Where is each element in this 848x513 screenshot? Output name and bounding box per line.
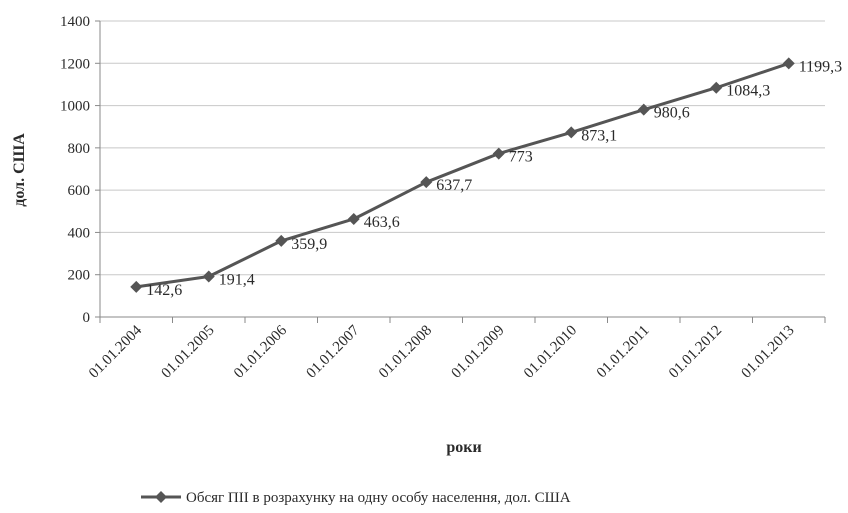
data-point-marker	[565, 126, 578, 139]
x-tick-label: 01.01.2004	[86, 322, 145, 381]
x-tick-label: 01.01.2010	[521, 323, 580, 382]
legend-label: Обсяг ПІІ в розрахунку на одну особу нас…	[186, 490, 571, 506]
data-label: 873,1	[581, 127, 617, 144]
x-tick-label: 01.01.2007	[304, 322, 363, 381]
x-tick-labels: 01.01.2004 01.01.2005 01.01.2006 01.01.2007…	[86, 322, 798, 381]
data-label: 773	[509, 149, 533, 166]
legend: Обсяг ПІІ в розрахунку на одну особу нас…	[141, 490, 571, 506]
data-point-marker	[637, 103, 650, 116]
x-tick-label: 01.01.2009	[449, 323, 508, 382]
data-point-marker	[347, 212, 360, 225]
x-tick-label: 01.01.2012	[666, 323, 725, 382]
data-label: 191,4	[219, 272, 255, 289]
data-label: 359,9	[291, 236, 327, 253]
x-axis-title: роки	[446, 439, 481, 456]
data-label: 1084,3	[726, 83, 770, 100]
y-tick-label: 0	[83, 310, 91, 326]
data-label: 1199,3	[799, 58, 842, 75]
series-markers	[130, 57, 795, 293]
x-tick-label: 01.01.2013	[739, 323, 798, 382]
data-point-marker	[420, 176, 433, 189]
data-point-marker	[710, 81, 723, 94]
gridlines	[100, 20, 825, 276]
x-tick-label: 01.01.2005	[159, 323, 218, 382]
data-point-marker	[202, 270, 215, 283]
y-axis-title: дол. США	[11, 133, 28, 207]
data-point-marker	[782, 57, 795, 70]
series-line-path	[136, 62, 790, 289]
y-tick-label: 200	[68, 268, 91, 284]
legend-diamond-icon	[155, 491, 167, 503]
y-tick-label: 1000	[60, 99, 90, 115]
x-tick-label: 01.01.2011	[594, 323, 653, 382]
y-tick-label: 600	[68, 183, 91, 199]
data-label: 463,6	[364, 214, 400, 231]
x-tick-label: 01.01.2006	[231, 322, 290, 381]
x-tick-label: 01.01.2008	[376, 323, 435, 382]
y-tick-label: 400	[68, 225, 91, 241]
data-label: 142,6	[146, 282, 182, 299]
axes	[95, 20, 826, 323]
data-point-marker	[275, 234, 288, 247]
series-line	[136, 62, 790, 289]
data-label: 980,6	[654, 105, 690, 122]
data-label: 637,7	[436, 177, 472, 194]
data-labels: 142,6 191,4 359,9 463,6 637,7 773 873,1 980,6 10…	[146, 58, 842, 298]
y-tick-label: 1400	[60, 14, 90, 30]
data-point-marker	[492, 147, 505, 160]
y-tick-labels: 0 200 400 600 800 1000 1200 1400	[60, 14, 90, 326]
y-tick-label: 800	[68, 141, 91, 157]
y-tick-label: 1200	[60, 56, 90, 72]
data-point-marker	[130, 280, 143, 293]
